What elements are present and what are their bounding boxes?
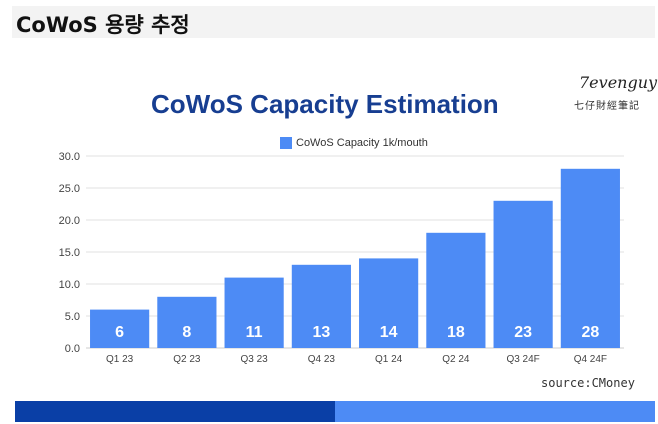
- chart-legend: CoWoS Capacity 1k/mouth: [280, 136, 428, 150]
- x-tick-label: Q2 24: [442, 354, 470, 365]
- source-note: source:CMoney: [541, 376, 635, 390]
- x-tick-label: Q1 24: [375, 354, 403, 365]
- bar: [90, 309, 150, 348]
- bar-value-label: 13: [312, 324, 330, 341]
- bar: [560, 168, 620, 348]
- bar-value-label: 11: [246, 324, 263, 341]
- footer-bar-dark: [15, 401, 335, 422]
- bar: [426, 232, 486, 348]
- x-tick-label: Q1 23: [106, 354, 134, 365]
- y-tick-label: 30.0: [59, 151, 80, 163]
- y-tick-label: 25.0: [59, 183, 80, 195]
- x-tick-label: Q3 23: [241, 354, 269, 365]
- header-bar: [12, 6, 655, 38]
- bar: [291, 264, 351, 348]
- page-heading: CoWoS 용량 추정: [16, 13, 190, 37]
- chart-title: CoWoS Capacity Estimation: [151, 89, 499, 119]
- bar-value-label: 6: [115, 324, 124, 341]
- brand-subtitle: 七仔財經筆記: [574, 101, 640, 112]
- bar-value-label: 14: [380, 324, 398, 341]
- legend-label: CoWoS Capacity 1k/mouth: [296, 137, 428, 149]
- y-tick-label: 10.0: [59, 279, 80, 291]
- bar-value-label: 23: [514, 324, 532, 341]
- x-tick-label: Q3 24F: [506, 354, 539, 365]
- x-tick-label: Q2 23: [173, 354, 201, 365]
- x-tick-label: Q4 24F: [574, 354, 607, 365]
- bar-value-label: 8: [182, 324, 191, 341]
- bar-value-label: 28: [581, 324, 599, 341]
- brand-name: 7evenguy: [579, 73, 658, 92]
- footer-bar-light: [335, 401, 655, 422]
- bar: [157, 296, 217, 348]
- bar-value-label: 18: [447, 324, 465, 341]
- y-tick-label: 5.0: [65, 311, 80, 323]
- bar: [224, 277, 284, 348]
- y-tick-label: 20.0: [59, 215, 80, 227]
- y-tick-label: 15.0: [59, 247, 80, 259]
- y-tick-label: 0.0: [65, 343, 80, 355]
- bar: [359, 258, 419, 348]
- x-tick-label: Q4 23: [308, 354, 336, 365]
- legend-swatch: [280, 137, 292, 149]
- bar: [493, 200, 553, 348]
